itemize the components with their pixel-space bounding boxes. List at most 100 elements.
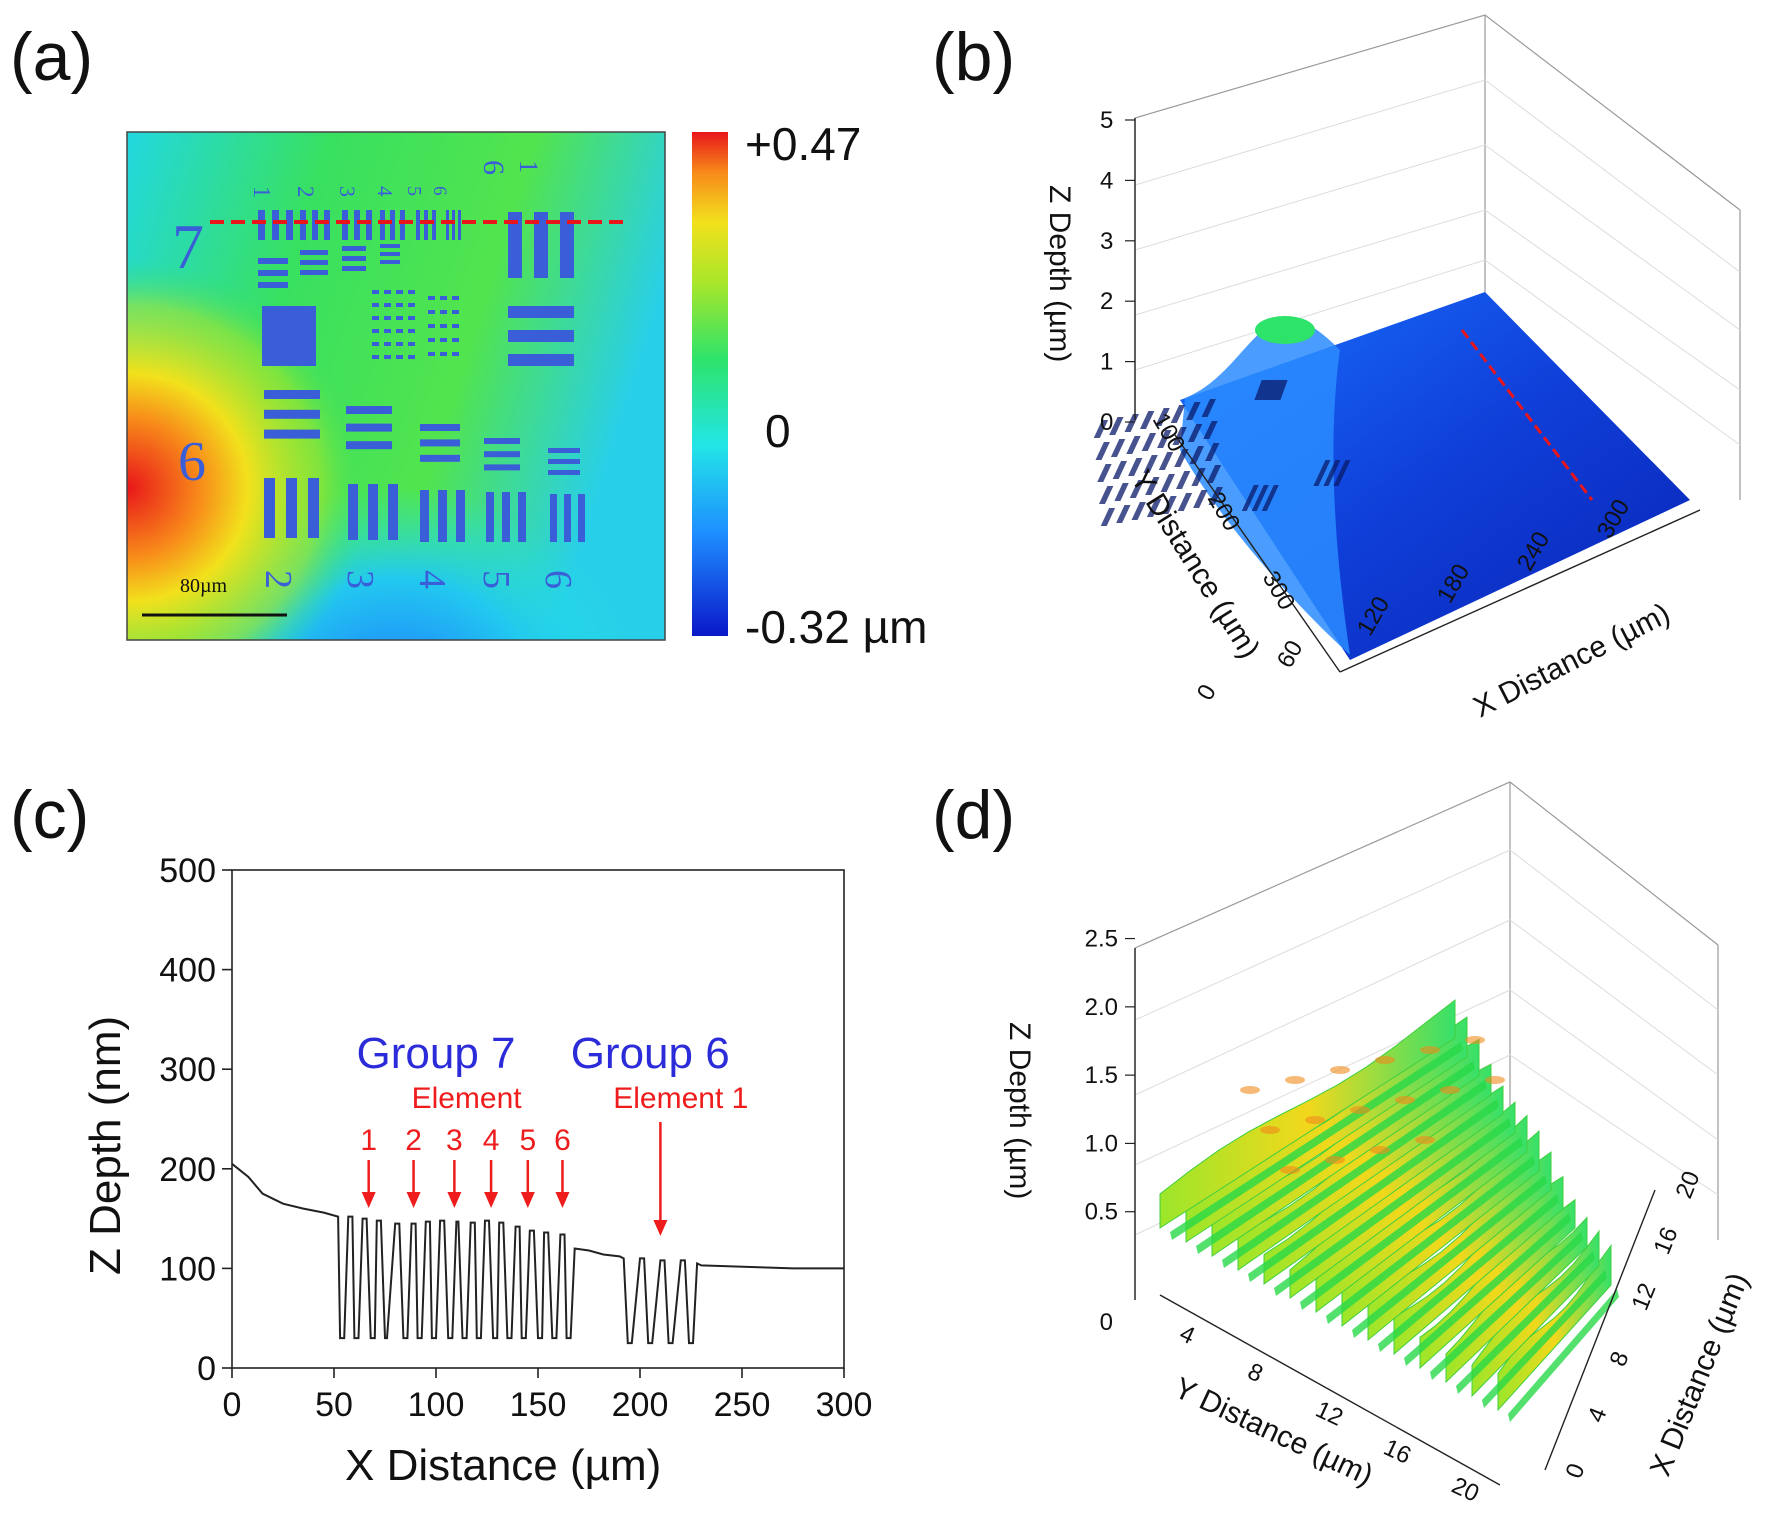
c-y-tick: 400 xyxy=(159,952,216,990)
g8-tiny-bar xyxy=(384,290,391,294)
c-x-tick: 200 xyxy=(612,1386,669,1424)
g8-tiny-bar xyxy=(384,355,391,359)
g8-tiny-bar xyxy=(372,316,379,320)
element-label-bottom: 6 xyxy=(537,570,579,589)
g6-hbar xyxy=(484,438,520,444)
c-y-ticks: 0 100 200 300 400 500 xyxy=(159,852,232,1388)
c-group6-arrow-head xyxy=(653,1220,668,1236)
element-label-bottom: 3 xyxy=(339,570,381,589)
g6-vbar xyxy=(550,494,557,542)
g9-tiny-bar xyxy=(440,310,447,314)
group6-top-label: 1 xyxy=(514,160,543,173)
g9-tiny-bar xyxy=(452,310,459,314)
b-z-ticks: 0 1 2 3 4 5 xyxy=(1100,107,1135,436)
d-x-tick: 4 xyxy=(1583,1404,1613,1427)
d-y-tick: 4 xyxy=(1175,1320,1199,1350)
g7-vbar xyxy=(286,210,293,240)
group6-top-label: 6 xyxy=(477,160,510,175)
g7-hbar xyxy=(258,282,288,288)
d-back-gridlines xyxy=(1134,849,1719,1236)
d-ridge-shadow xyxy=(1404,1213,1571,1366)
d-hot-spot xyxy=(1485,1076,1505,1084)
b-bar xyxy=(1146,499,1162,517)
b-x-tick: 0 xyxy=(1192,680,1222,705)
colorbar-mid-label: 0 xyxy=(765,405,791,457)
g6-hbar xyxy=(548,470,580,475)
g6-vbar xyxy=(420,490,429,542)
d-hot-spot xyxy=(1440,1086,1460,1094)
panel-label-c: (c) xyxy=(10,777,89,853)
g6-vbar xyxy=(368,484,378,540)
panel-label-d: (d) xyxy=(932,777,1015,853)
d-hot-spot xyxy=(1465,1036,1485,1044)
c-group6-label: Group 6 xyxy=(571,1029,730,1078)
d-y-tick: 16 xyxy=(1379,1434,1415,1470)
g9-tiny-bar xyxy=(452,296,459,300)
b-bar xyxy=(1128,458,1143,476)
b-z-tick: 1 xyxy=(1100,349,1113,376)
d-z-tick: 1.0 xyxy=(1085,1130,1118,1157)
b-bar xyxy=(1206,465,1222,483)
g6e1-hbar xyxy=(508,330,574,342)
d-ridge-shadow xyxy=(1170,1042,1463,1240)
g8-tiny-bar xyxy=(384,316,391,320)
c-element-arrow-head xyxy=(555,1192,570,1208)
g6-hbar xyxy=(264,390,320,399)
c-x-tick: 300 xyxy=(816,1386,873,1424)
d-surface-ridges xyxy=(1159,999,1619,1422)
g7-vbar xyxy=(390,210,395,240)
g7-vbar xyxy=(342,210,348,240)
d-x-axis-label: X Distance (µm) xyxy=(1644,1268,1755,1480)
c-element-number: 5 xyxy=(519,1124,536,1157)
c-x-tick: 50 xyxy=(315,1386,353,1424)
g9-tiny-bar xyxy=(452,324,459,328)
g7-vbar xyxy=(458,210,461,240)
c-y-tick: 100 xyxy=(159,1250,216,1288)
c-element-number: 3 xyxy=(446,1124,463,1157)
g8-tiny-bar xyxy=(396,329,403,333)
g6e1-hbar xyxy=(508,306,574,318)
d-x-tick: 20 xyxy=(1671,1167,1706,1202)
g8-tiny-bar xyxy=(372,290,379,294)
g6-hbar xyxy=(484,451,520,458)
b-bar xyxy=(1193,490,1208,508)
g6-hbar xyxy=(420,454,460,462)
b-back-gridlines xyxy=(1134,79,1741,446)
g6e1-vbar xyxy=(534,212,548,278)
b-bar xyxy=(1158,452,1174,470)
element-label-bottom: 4 xyxy=(411,570,453,589)
c-element-number: 6 xyxy=(554,1124,571,1157)
b-bar xyxy=(1143,455,1158,473)
g7-vbar xyxy=(452,210,455,240)
c-element-arrow-head xyxy=(361,1192,376,1208)
b-g6-bar xyxy=(1241,485,1259,511)
d-hot-spot xyxy=(1260,1126,1280,1134)
g9-tiny-bar xyxy=(440,352,447,356)
g8-tiny-bar xyxy=(408,303,415,307)
b-bar xyxy=(1145,477,1160,495)
g7-hbar xyxy=(300,250,328,255)
b-bar xyxy=(1189,446,1205,464)
g6-hbar xyxy=(346,441,392,450)
c-annotations: Group 7 Element 1 2 3 4 5 6 Group 6 Element 1 xyxy=(357,1029,748,1236)
b-z-tick: 3 xyxy=(1100,228,1113,255)
c-group7-sublabel: Element xyxy=(412,1082,523,1115)
g9-tiny-bar xyxy=(428,310,435,314)
usaf-target-pattern xyxy=(258,210,585,542)
d-x-tick: 8 xyxy=(1605,1348,1635,1371)
b-bar xyxy=(1174,449,1189,467)
g9-tiny-bar xyxy=(428,338,435,342)
b-bar xyxy=(1129,480,1145,498)
g6-hbar xyxy=(264,429,320,439)
d-hot-spot xyxy=(1370,1146,1390,1154)
g6-vbar xyxy=(502,492,510,542)
g6-hbar xyxy=(264,409,320,419)
g8-tiny-bar xyxy=(372,355,379,359)
b-bar xyxy=(1160,474,1175,492)
b-bar xyxy=(1114,483,1129,501)
g7-vbar xyxy=(354,210,360,240)
c-element-arrow-head xyxy=(447,1192,462,1208)
